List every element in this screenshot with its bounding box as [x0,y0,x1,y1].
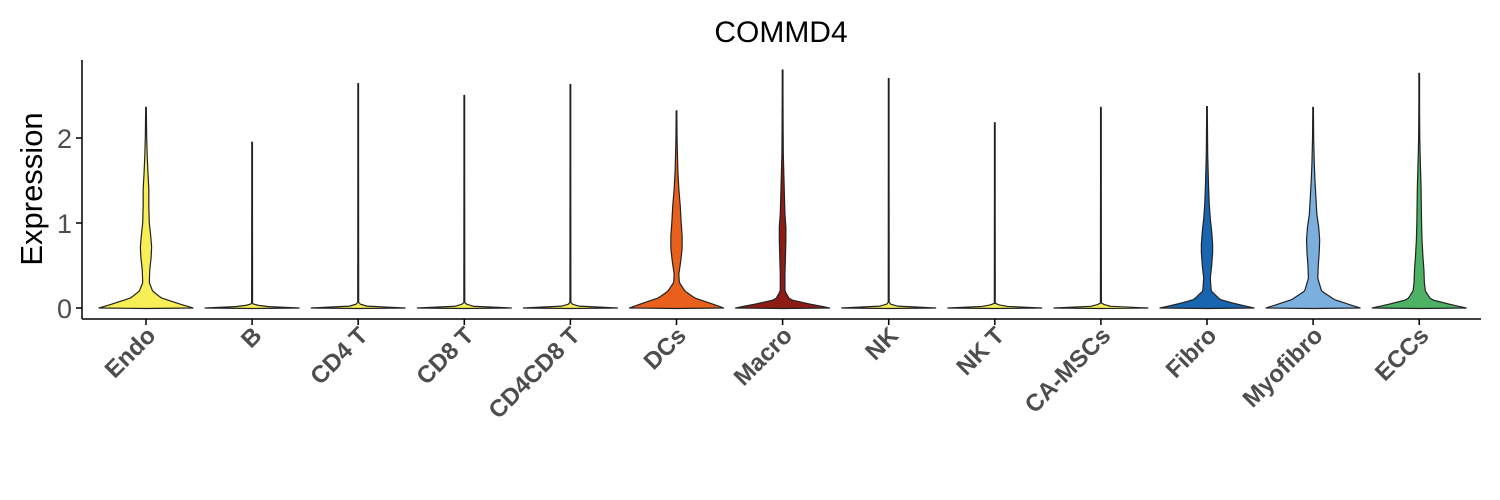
x-tick-label: DCs [639,322,692,375]
violin-macro [735,69,831,310]
violin-nk [841,77,937,310]
y-tick-label: 2 [57,124,72,154]
x-tick-label: CD8 T [411,322,479,390]
y-axis-label: Expression [14,112,49,265]
x-tick-label: ECCs [1370,322,1434,386]
violin-fibro [1159,105,1255,310]
y-ticks: 0 1 2 [57,124,82,324]
violin-myofibro [1265,106,1361,310]
violin-group [98,69,1467,310]
x-tick-label: Myofibro [1238,322,1329,413]
axes [81,60,1481,320]
violin-eccs [1371,72,1467,310]
x-tick-label: Fibro [1161,322,1223,384]
x-tick-label: NK [860,322,904,366]
violin-b [204,141,300,310]
y-tick-label: 1 [57,209,72,239]
x-ticks: Endo B CD4 T CD8 T CD4CD8 T DCs Macro NK NK T CA-… [100,319,1434,424]
x-tick-label: B [236,322,267,353]
x-tick-label: CD4 T [305,322,373,390]
violin-cd4cd8-t [522,83,618,310]
y-tick-label: 0 [57,294,72,324]
violin-dcs [628,110,725,310]
violin-nk-t [947,122,1043,310]
x-tick-label: NK T [951,322,1010,381]
violin-cd8-t [416,94,512,310]
x-tick-label: Endo [100,322,162,384]
violin-cd4-t [310,83,406,310]
x-tick-label: CA-MSCs [1020,322,1116,418]
chart-title: COMMD4 [714,16,847,49]
x-tick-label: CD4CD8 T [484,322,586,424]
violin-ca-mscs [1053,106,1149,310]
x-tick-label: Macro [729,322,798,391]
violin-endo [98,106,194,310]
